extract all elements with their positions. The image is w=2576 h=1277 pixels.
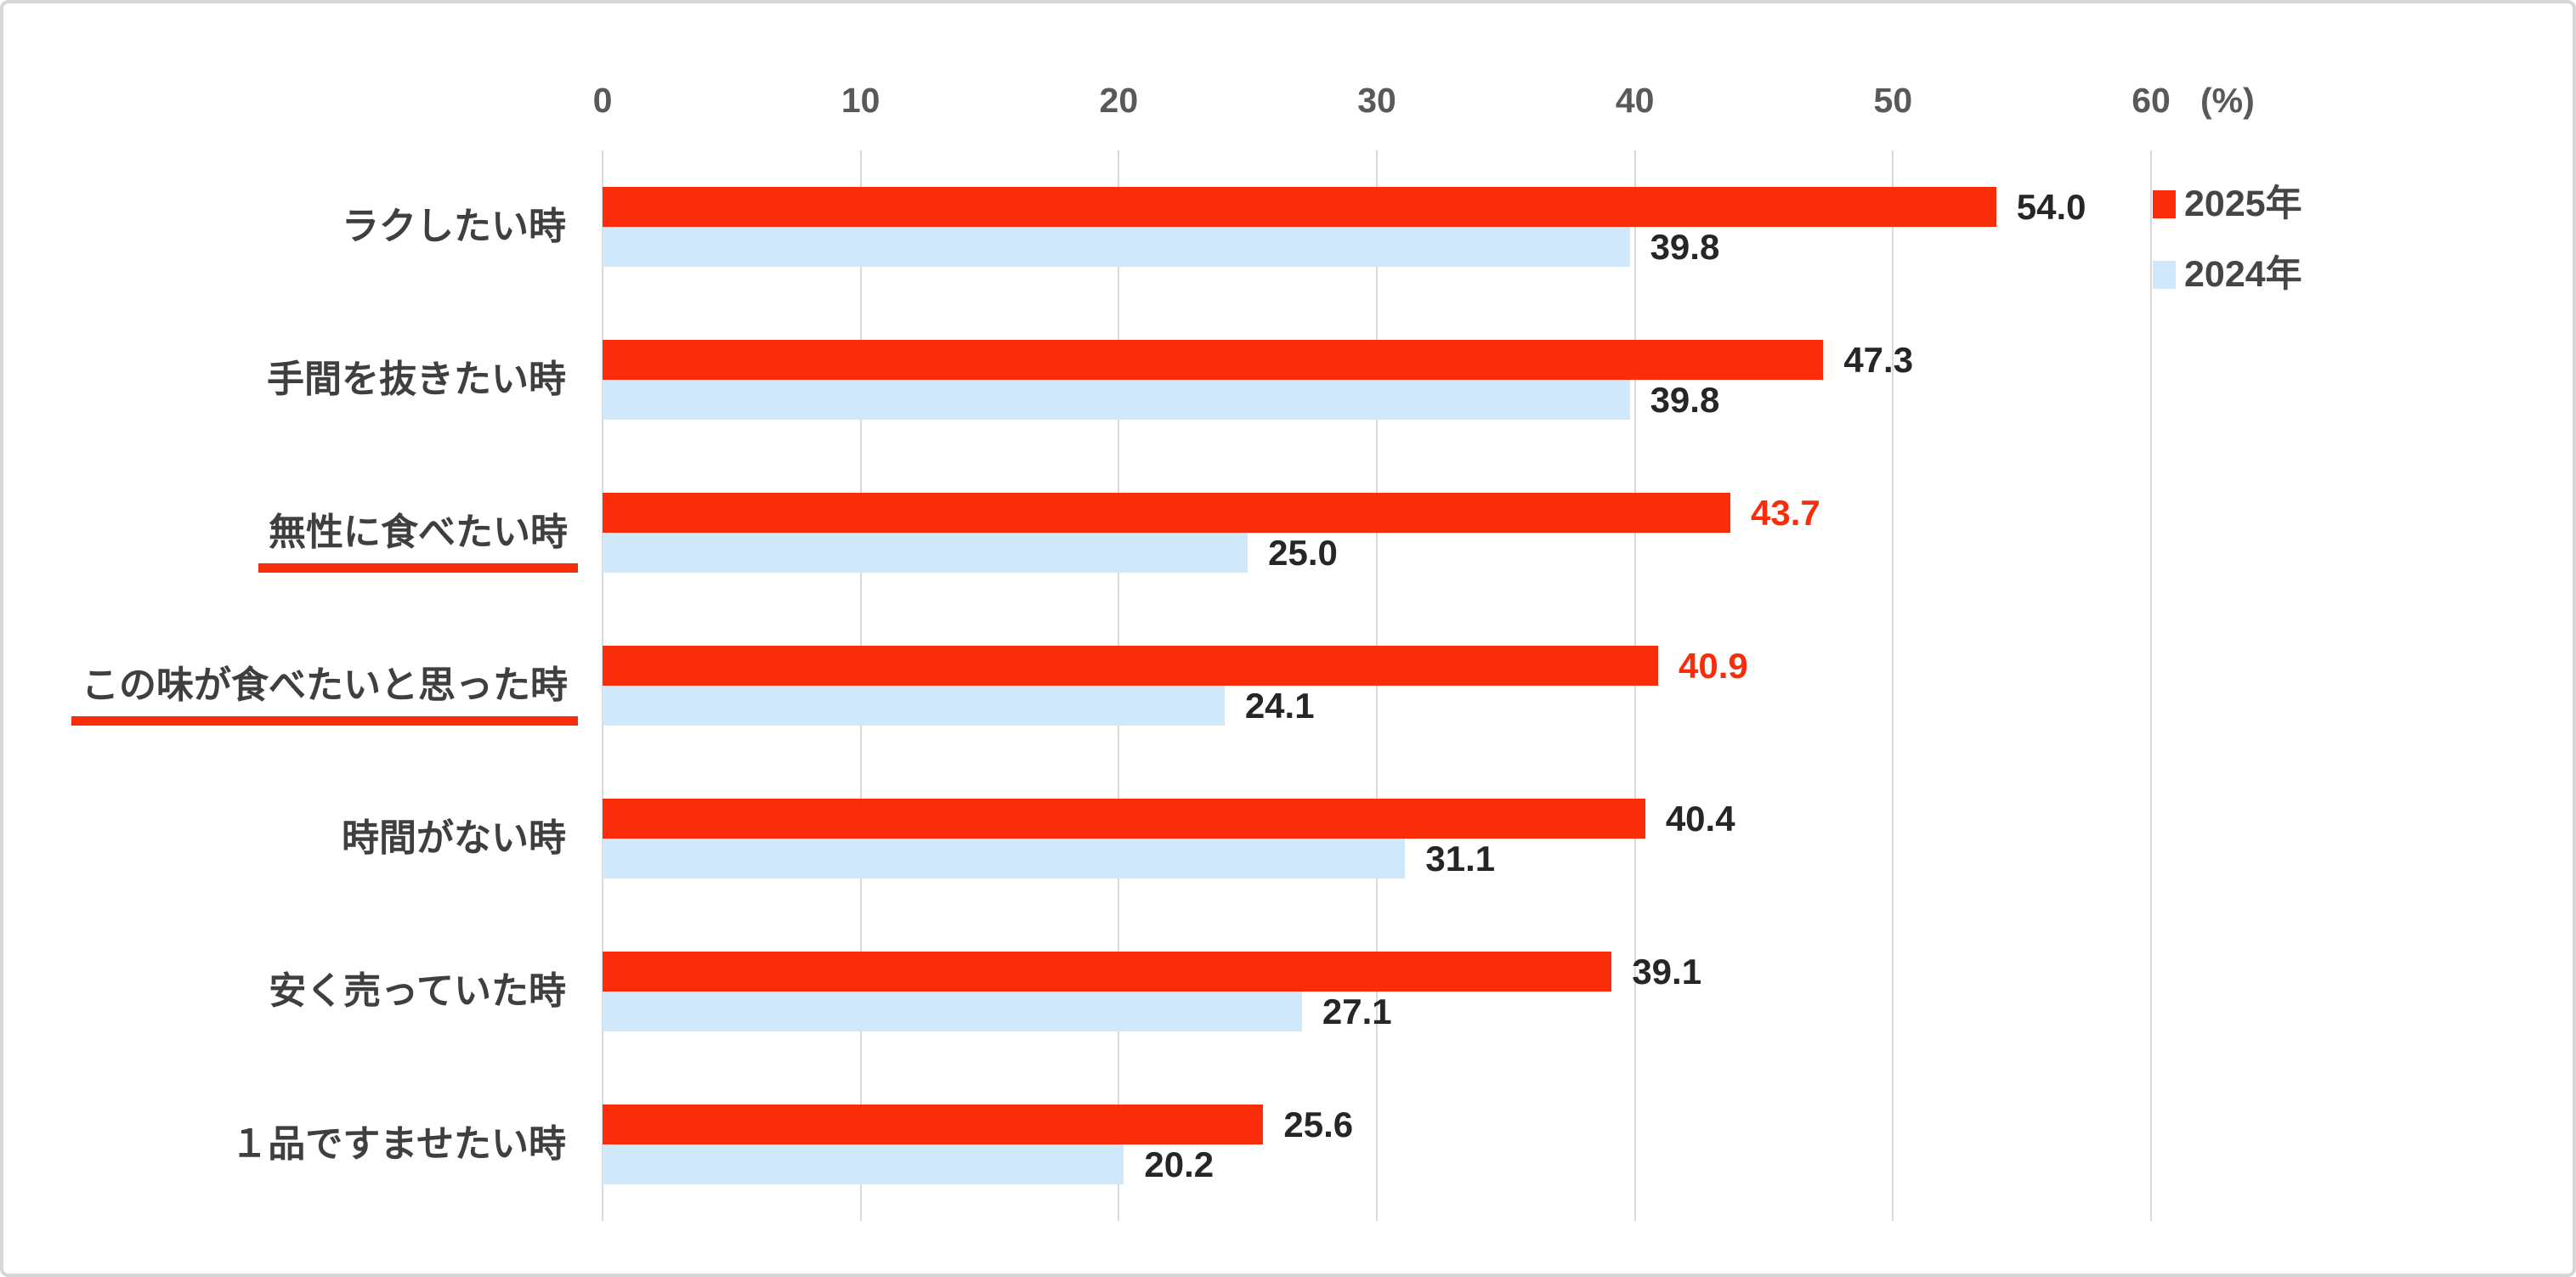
gridline — [1376, 150, 1378, 1221]
bar-2024 — [603, 686, 1225, 726]
value-label-2025: 40.4 — [1665, 799, 1735, 839]
legend-label-2024: 2024年 — [2184, 254, 2302, 295]
bar-2025 — [603, 493, 1731, 533]
category-label-text: １品ですませたい時 — [230, 1123, 566, 1165]
value-label-2025: 43.7 — [1751, 493, 1820, 533]
bar-2025 — [603, 187, 1996, 227]
value-label-2025: 25.6 — [1283, 1105, 1354, 1144]
bar-2025 — [603, 799, 1645, 839]
value-label-2024: 39.8 — [1650, 227, 1720, 267]
bar-2024 — [603, 533, 1248, 573]
gridline — [1633, 150, 1636, 1221]
bar-2025 — [603, 646, 1658, 686]
axis-tick-label: 50 — [1873, 81, 1913, 120]
legend-marker-2024-icon — [2153, 260, 2176, 289]
axis-tick-label: 10 — [841, 81, 880, 120]
value-label-2024: 20.2 — [1144, 1144, 1214, 1184]
value-label-2025: 40.9 — [1678, 646, 1748, 686]
category-label: ラクしたい時 — [3, 202, 566, 251]
category-label: 安く売っていた時 — [3, 967, 566, 1016]
category-label: １品ですませたい時 — [3, 1120, 566, 1169]
category-label-text: 手間を抜きたい時 — [267, 359, 566, 400]
value-label-2024: 25.0 — [1268, 533, 1338, 573]
bar-2024 — [603, 227, 1630, 267]
category-label-text: ラクしたい時 — [342, 206, 566, 247]
category-label: 手間を抜きたい時 — [3, 355, 566, 404]
legend-item-2024: 2024年 — [2153, 256, 2302, 293]
legend-marker-2025-icon — [2153, 189, 2176, 218]
axis-unit-label: (%) — [2200, 81, 2255, 120]
legend-label-2025: 2025年 — [2184, 184, 2302, 224]
category-label-text: 時間がない時 — [342, 817, 566, 859]
legend-item-2025: 2025年 — [2153, 185, 2302, 223]
value-label-2025: 39.1 — [1632, 952, 1702, 992]
axis-tick-label: 60 — [2132, 81, 2171, 120]
bar-2024 — [603, 992, 1302, 1031]
bar-2024 — [603, 1144, 1124, 1184]
axis-tick-label: 0 — [592, 81, 613, 120]
bar-2025 — [603, 340, 1824, 380]
category-label-text-underlined: この味が食べたいと思った時 — [71, 661, 578, 726]
value-label-2024: 39.8 — [1650, 380, 1720, 420]
value-label-2024: 27.1 — [1322, 992, 1392, 1031]
bar-2024 — [603, 839, 1406, 879]
category-label-text: 安く売っていた時 — [269, 970, 566, 1012]
bar-2025 — [603, 952, 1612, 992]
value-label-2024: 24.1 — [1244, 686, 1315, 726]
category-label: 無性に食べたい時 — [3, 508, 578, 573]
axis-tick-label: 20 — [1099, 81, 1139, 120]
value-label-2024: 31.1 — [1425, 839, 1496, 879]
bar-2025 — [603, 1105, 1264, 1144]
category-label: この味が食べたいと思った時 — [3, 661, 578, 726]
value-label-2025: 47.3 — [1843, 340, 1914, 380]
gridline — [2150, 150, 2152, 1221]
axis-tick-label: 30 — [1357, 81, 1396, 120]
axis-tick-label: 40 — [1615, 81, 1655, 120]
gridline — [1892, 150, 1894, 1221]
category-label: 時間がない時 — [3, 814, 566, 863]
bar-2024 — [603, 380, 1630, 420]
category-label-text-underlined: 無性に食べたい時 — [258, 508, 578, 573]
value-label-2025: 54.0 — [2016, 187, 2086, 227]
